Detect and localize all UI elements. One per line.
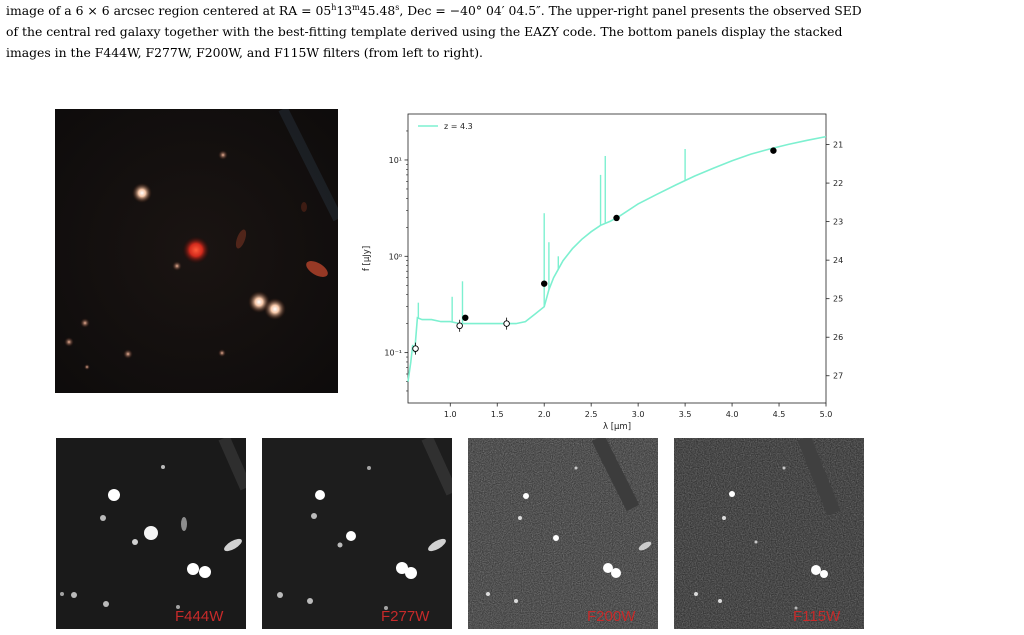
stamp-f200w: F200W: [468, 438, 658, 629]
y-tick-label: 10⁻¹: [384, 349, 402, 358]
x-tick-label: 3.5: [679, 410, 692, 419]
sed-axes: 1.0 1.5 2.0 2.5 3.0 3.5 4.0 4.5 5.0 10⁻¹ 10⁰ 10¹ 21 2…: [362, 113, 843, 432]
sed-template: [407, 135, 827, 382]
legend-label: z = 4.3: [444, 122, 473, 131]
sed-point: [541, 280, 548, 287]
band-label-f277w: F277W: [381, 608, 430, 625]
stamp-f277w: F277W: [262, 438, 452, 629]
band-label-f444w: F444W: [175, 608, 224, 625]
sed-points: [412, 147, 777, 355]
color-composite-image: [55, 109, 338, 393]
sed-point-open: [412, 345, 419, 352]
x-tick-label: 3.0: [632, 410, 645, 419]
stamp-f115w: F115W: [674, 438, 864, 629]
template-line: [407, 135, 827, 382]
x-tick-label: 1.0: [444, 410, 457, 419]
plot-frame: [407, 113, 827, 404]
band-label-f200w: F200W: [587, 608, 636, 625]
mag-tick-label: 26: [833, 333, 843, 342]
mag-tick-label: 21: [833, 141, 843, 150]
x-tick-label: 1.5: [491, 410, 504, 419]
caption-line-1: image of a 6 × 6 arcsec region centered …: [6, 3, 862, 18]
x-tick-label: 5.0: [820, 410, 833, 419]
stamp-f444w: F444W: [56, 438, 246, 629]
x-tick-label: 4.0: [726, 410, 739, 419]
sed-point: [462, 314, 469, 321]
sed-plot: 1.0 1.5 2.0 2.5 3.0 3.5 4.0 4.5 5.0 10⁻¹ 10⁰ 10¹ 21 2…: [362, 113, 843, 432]
mag-tick-label: 24: [833, 256, 843, 265]
band-label-f115w: F115W: [793, 608, 841, 625]
mag-tick-label: 23: [833, 218, 843, 227]
sed-point-open: [503, 320, 510, 327]
mag-tick-label: 22: [833, 179, 843, 188]
x-tick-label: 4.5: [773, 410, 786, 419]
mag-tick-label: 25: [833, 295, 843, 304]
x-axis-label: λ [μm]: [603, 422, 631, 432]
x-tick-label: 2.5: [585, 410, 598, 419]
caption-line-3: images in the F444W, F277W, F200W, and F…: [6, 45, 483, 60]
sed-point: [613, 214, 620, 222]
mag-tick-label: 27: [833, 372, 843, 381]
caption-line-2: of the central red galaxy together with …: [6, 24, 843, 39]
sed-point-open: [456, 322, 463, 330]
x-tick-label: 2.0: [538, 410, 551, 419]
sed-point: [770, 147, 777, 154]
y-axis-label: f [μJy]: [362, 246, 372, 271]
red-galaxy: [182, 236, 210, 264]
sed-legend: z = 4.3: [418, 122, 473, 131]
y-tick-label: 10¹: [389, 156, 402, 165]
y-tick-label: 10⁰: [389, 252, 402, 261]
figure-caption: image of a 6 × 6 arcsec region centered …: [6, 0, 1020, 63]
